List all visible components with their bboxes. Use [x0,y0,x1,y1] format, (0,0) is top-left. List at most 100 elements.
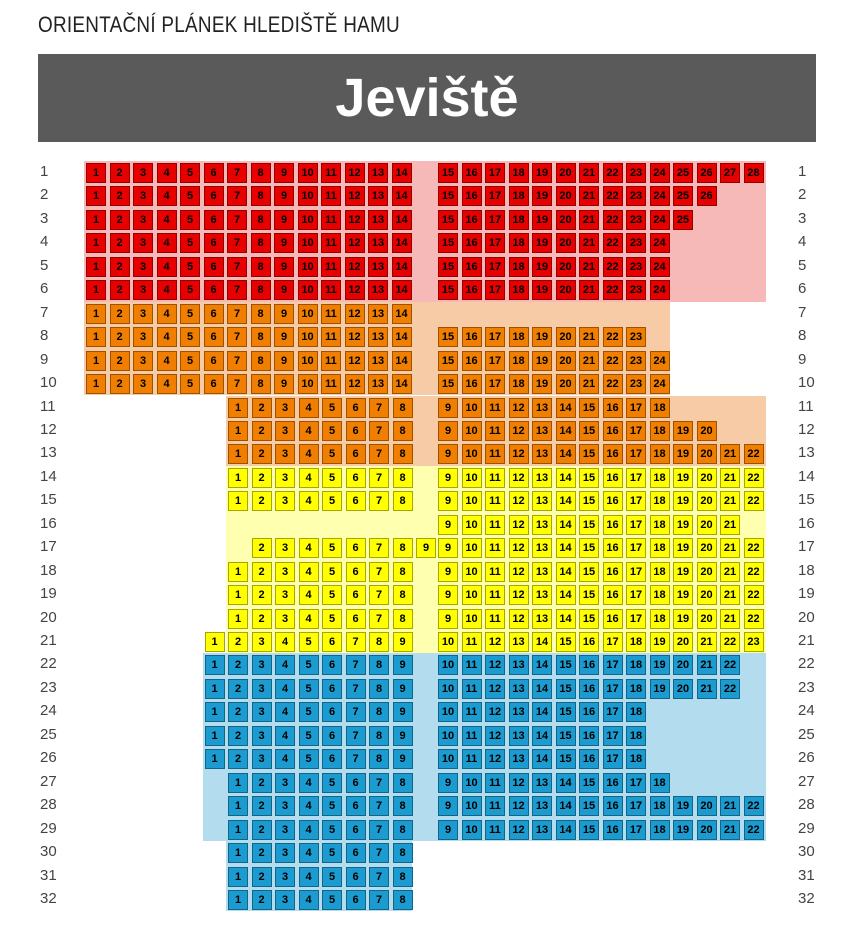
seat[interactable]: 6 [322,749,342,770]
seat[interactable]: 15 [438,280,458,301]
seat[interactable]: 11 [485,491,505,512]
seat[interactable]: 15 [555,702,576,723]
seat[interactable]: 17 [626,514,646,535]
seat[interactable]: 12 [344,233,365,254]
seat[interactable]: 10 [438,725,458,746]
seat[interactable]: 13 [368,233,388,254]
seat[interactable]: 11 [485,514,505,535]
seat[interactable]: 17 [626,608,646,629]
seat[interactable]: 21 [579,163,599,183]
seat[interactable]: 15 [555,632,576,652]
seat[interactable]: 3 [133,209,153,230]
seat[interactable]: 9 [392,702,413,723]
seat[interactable]: 6 [203,374,224,395]
seat[interactable]: 16 [461,233,482,254]
seat[interactable]: 1 [228,420,248,441]
seat[interactable]: 3 [251,725,272,746]
seat[interactable]: 3 [275,467,295,488]
seat[interactable]: 18 [649,772,670,793]
seat[interactable]: 9 [438,514,458,535]
seat[interactable]: 21 [579,209,599,230]
seat[interactable]: 14 [555,608,576,629]
seat[interactable]: 24 [649,233,670,254]
seat[interactable]: 1 [86,186,106,207]
seat[interactable]: 13 [532,819,552,840]
seat[interactable]: 12 [344,209,365,230]
seat[interactable]: 15 [555,678,576,699]
seat[interactable]: 21 [720,538,740,559]
seat[interactable]: 11 [321,280,341,301]
seat[interactable]: 5 [322,491,342,512]
seat[interactable]: 3 [275,819,295,840]
seat[interactable]: 20 [696,819,717,840]
seat[interactable]: 12 [485,749,505,770]
seat[interactable]: 17 [485,280,505,301]
seat[interactable]: 5 [180,186,200,207]
seat[interactable]: 13 [368,374,388,395]
seat[interactable]: 7 [369,866,389,887]
seat[interactable]: 3 [275,420,295,441]
seat[interactable]: 19 [673,796,693,817]
seat[interactable]: 21 [720,796,740,817]
seat[interactable]: 4 [275,702,295,723]
seat[interactable]: 4 [156,209,177,230]
seat[interactable]: 14 [391,163,412,183]
seat[interactable]: 4 [275,678,295,699]
seat[interactable]: 3 [275,889,295,910]
seat[interactable]: 17 [485,350,505,371]
seat[interactable]: 15 [579,491,599,512]
seat[interactable]: 26 [696,163,717,183]
seat[interactable]: 12 [508,444,529,465]
seat[interactable]: 11 [461,632,482,652]
seat[interactable]: 8 [250,209,271,230]
seat[interactable]: 16 [602,397,623,418]
seat[interactable]: 17 [602,632,623,652]
seat[interactable]: 12 [344,256,365,277]
seat[interactable]: 1 [228,561,248,582]
seat[interactable]: 12 [508,514,529,535]
seat[interactable]: 22 [743,538,764,559]
seat[interactable]: 10 [461,467,482,488]
seat[interactable]: 1 [228,819,248,840]
seat[interactable]: 22 [602,374,623,395]
seat[interactable]: 1 [204,655,225,676]
seat[interactable]: 27 [720,163,740,183]
seat[interactable]: 7 [227,327,247,348]
seat[interactable]: 5 [180,280,200,301]
seat[interactable]: 6 [203,327,224,348]
seat[interactable]: 1 [86,303,106,324]
seat[interactable]: 7 [369,397,389,418]
seat[interactable]: 9 [274,280,294,301]
seat[interactable]: 16 [602,561,623,582]
seat[interactable]: 5 [322,397,342,418]
seat[interactable]: 18 [649,819,670,840]
seat[interactable]: 11 [321,163,341,183]
seat[interactable]: 24 [649,350,670,371]
seat[interactable]: 5 [180,209,200,230]
seat[interactable]: 1 [86,280,106,301]
seat[interactable]: 15 [555,749,576,770]
seat[interactable]: 18 [649,397,670,418]
seat[interactable]: 4 [298,538,319,559]
seat[interactable]: 16 [602,420,623,441]
seat[interactable]: 10 [461,514,482,535]
seat[interactable]: 1 [204,678,225,699]
seat[interactable]: 4 [275,632,295,652]
seat[interactable]: 8 [392,819,413,840]
seat[interactable]: 12 [508,467,529,488]
seat[interactable]: 21 [720,819,740,840]
seat[interactable]: 15 [579,467,599,488]
seat[interactable]: 4 [298,843,319,864]
seat[interactable]: 9 [438,538,458,559]
seat[interactable]: 23 [626,256,646,277]
seat[interactable]: 6 [345,772,366,793]
seat[interactable]: 7 [227,303,247,324]
seat[interactable]: 16 [602,467,623,488]
seat[interactable]: 16 [579,655,599,676]
seat[interactable]: 18 [508,327,529,348]
seat[interactable]: 16 [461,186,482,207]
seat[interactable]: 18 [626,702,646,723]
seat[interactable]: 18 [649,491,670,512]
seat[interactable]: 19 [532,163,552,183]
seat[interactable]: 12 [508,772,529,793]
